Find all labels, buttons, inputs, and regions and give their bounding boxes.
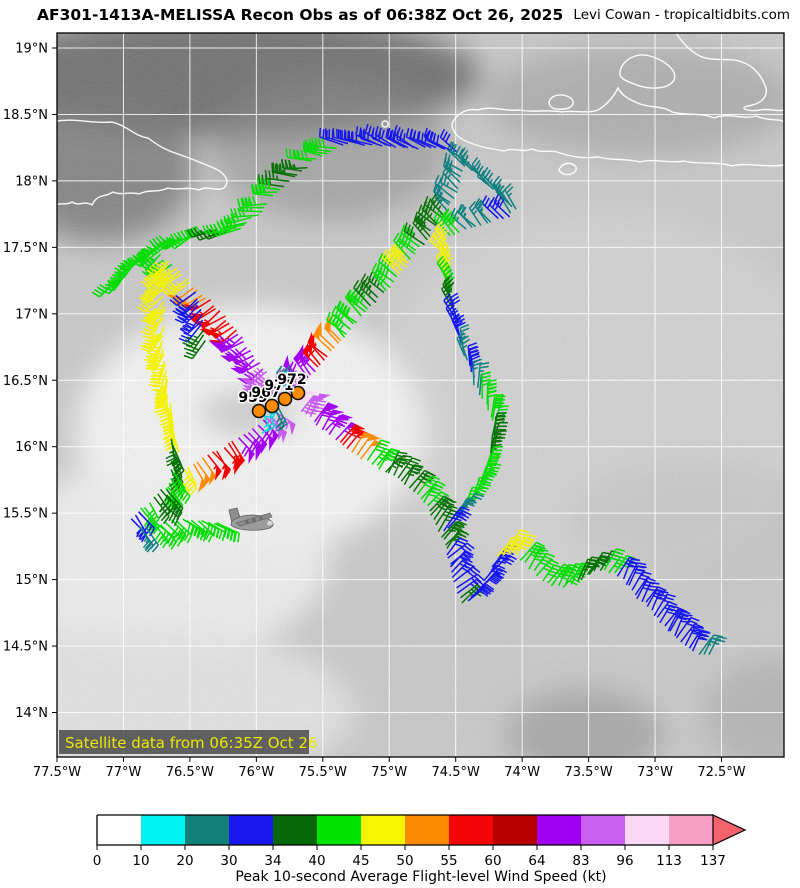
colorbar-segment [625, 815, 669, 845]
colorbar-segment [449, 815, 493, 845]
y-tick-label: 14°N [15, 706, 48, 721]
coastline-hispaniola-south [451, 123, 784, 167]
colorbar-tick-label: 60 [484, 853, 501, 869]
colorbar-segment [317, 815, 361, 845]
colorbar-segment [581, 815, 625, 845]
coastline-small-lake [548, 94, 574, 110]
colorbar-tick-label: 55 [440, 853, 457, 869]
x-axis-ticks: 77.5°W 77°W 76.5°W 76°W 75.5°W 75°W 74.5°W 74°W… [33, 757, 746, 780]
colorbar-tick-label: 10 [132, 853, 149, 869]
colorbar-segment [405, 815, 449, 845]
y-tick-label: 17°N [15, 307, 48, 322]
colorbar-segment [229, 815, 273, 845]
plot-title: AF301-1413A-MELISSA Recon Obs as of 06:3… [37, 6, 563, 24]
coastline-haiti-northcoast [675, 33, 784, 112]
colorbar-tick-label: 64 [528, 853, 545, 869]
colorbar-tick-label: 30 [220, 853, 237, 869]
pressure-marker [277, 391, 293, 407]
coastline-jamaica [57, 119, 228, 207]
y-tick-label: 17.5°N [3, 241, 48, 256]
colorbar: 0 10 20 30 34 40 45 50 55 60 64 83 96 113 137 [93, 814, 747, 869]
y-tick-label: 19°N [15, 42, 48, 57]
grid-lines [57, 33, 784, 757]
coastlines [57, 33, 784, 207]
pressure-value-label: 959 [238, 390, 267, 406]
pressure-marker [290, 385, 306, 401]
x-tick-label: 77.5°W [33, 765, 81, 780]
y-tick-label: 18°N [15, 174, 48, 189]
y-tick-label: 16.5°N [3, 374, 48, 389]
satellite-data-text: Satellite data from 06:35Z Oct 26 [65, 734, 318, 752]
colorbar-segment [97, 815, 141, 845]
pressure-value-label: 972 [277, 372, 306, 388]
colorbar-tick-label: 0 [93, 853, 102, 869]
x-tick-label: 74.5°W [432, 765, 480, 780]
y-tick-label: 16°N [15, 440, 48, 455]
x-tick-label: 77°W [105, 765, 141, 780]
coastline-hispaniola-north [451, 86, 784, 125]
coastline-ile-a-vache [558, 162, 577, 176]
y-tick-label: 14.5°N [3, 640, 48, 655]
colorbar-segment [493, 815, 537, 845]
x-tick-label: 73°W [637, 765, 673, 780]
colorbar-tick-label: 45 [352, 853, 369, 869]
y-tick-label: 18.5°N [3, 108, 48, 123]
colorbar-segment [273, 815, 317, 845]
pressure-value-label: 971 [264, 378, 293, 394]
pressure-marker [264, 398, 280, 414]
satellite-data-label: Satellite data from 06:35Z Oct 26 [59, 730, 318, 754]
x-tick-label: 76°W [238, 765, 274, 780]
coastline-gonave [619, 54, 676, 89]
x-tick-label: 76.5°W [166, 765, 214, 780]
y-tick-label: 15°N [15, 573, 48, 588]
colorbar-tick-label: 137 [700, 853, 726, 869]
colorbar-segment [669, 815, 713, 845]
colorbar-segment [537, 815, 581, 845]
y-axis-ticks: 19°N 18.5°N 18°N 17.5°N 17°N 16.5°N 16°N 15.5°N… [3, 42, 57, 721]
x-tick-label: 75°W [371, 765, 407, 780]
credit-text: Levi Cowan - tropicaltidbits.com [573, 7, 790, 23]
wind-barb-layer [91, 123, 727, 656]
y-tick-label: 15.5°N [3, 507, 48, 522]
colorbar-tick-label: 34 [264, 853, 281, 869]
x-tick-label: 74°W [504, 765, 540, 780]
map-border [56, 32, 785, 758]
pressure-marker [251, 403, 267, 419]
colorbar-tick-label: 83 [572, 853, 589, 869]
x-tick-label: 73.5°W [564, 765, 612, 780]
colorbar-tick-label: 96 [616, 853, 633, 869]
colorbar-tick-label: 113 [656, 853, 682, 869]
colorbar-tick-label: 20 [176, 853, 193, 869]
colorbar-arrow [712, 814, 747, 846]
colorbar-segment [185, 815, 229, 845]
coastline-navassa [381, 120, 389, 128]
colorbar-title: Peak 10-second Average Flight-level Wind… [235, 869, 606, 885]
pressure-value-label: 967 [251, 385, 280, 401]
colorbar-segment [141, 815, 185, 845]
x-tick-label: 75.5°W [299, 765, 347, 780]
aircraft-icon [228, 507, 274, 531]
colorbar-tick-label: 50 [396, 853, 413, 869]
x-tick-label: 72.5°W [697, 765, 745, 780]
colorbar-tick-label: 40 [308, 853, 325, 869]
colorbar-segment [361, 815, 405, 845]
